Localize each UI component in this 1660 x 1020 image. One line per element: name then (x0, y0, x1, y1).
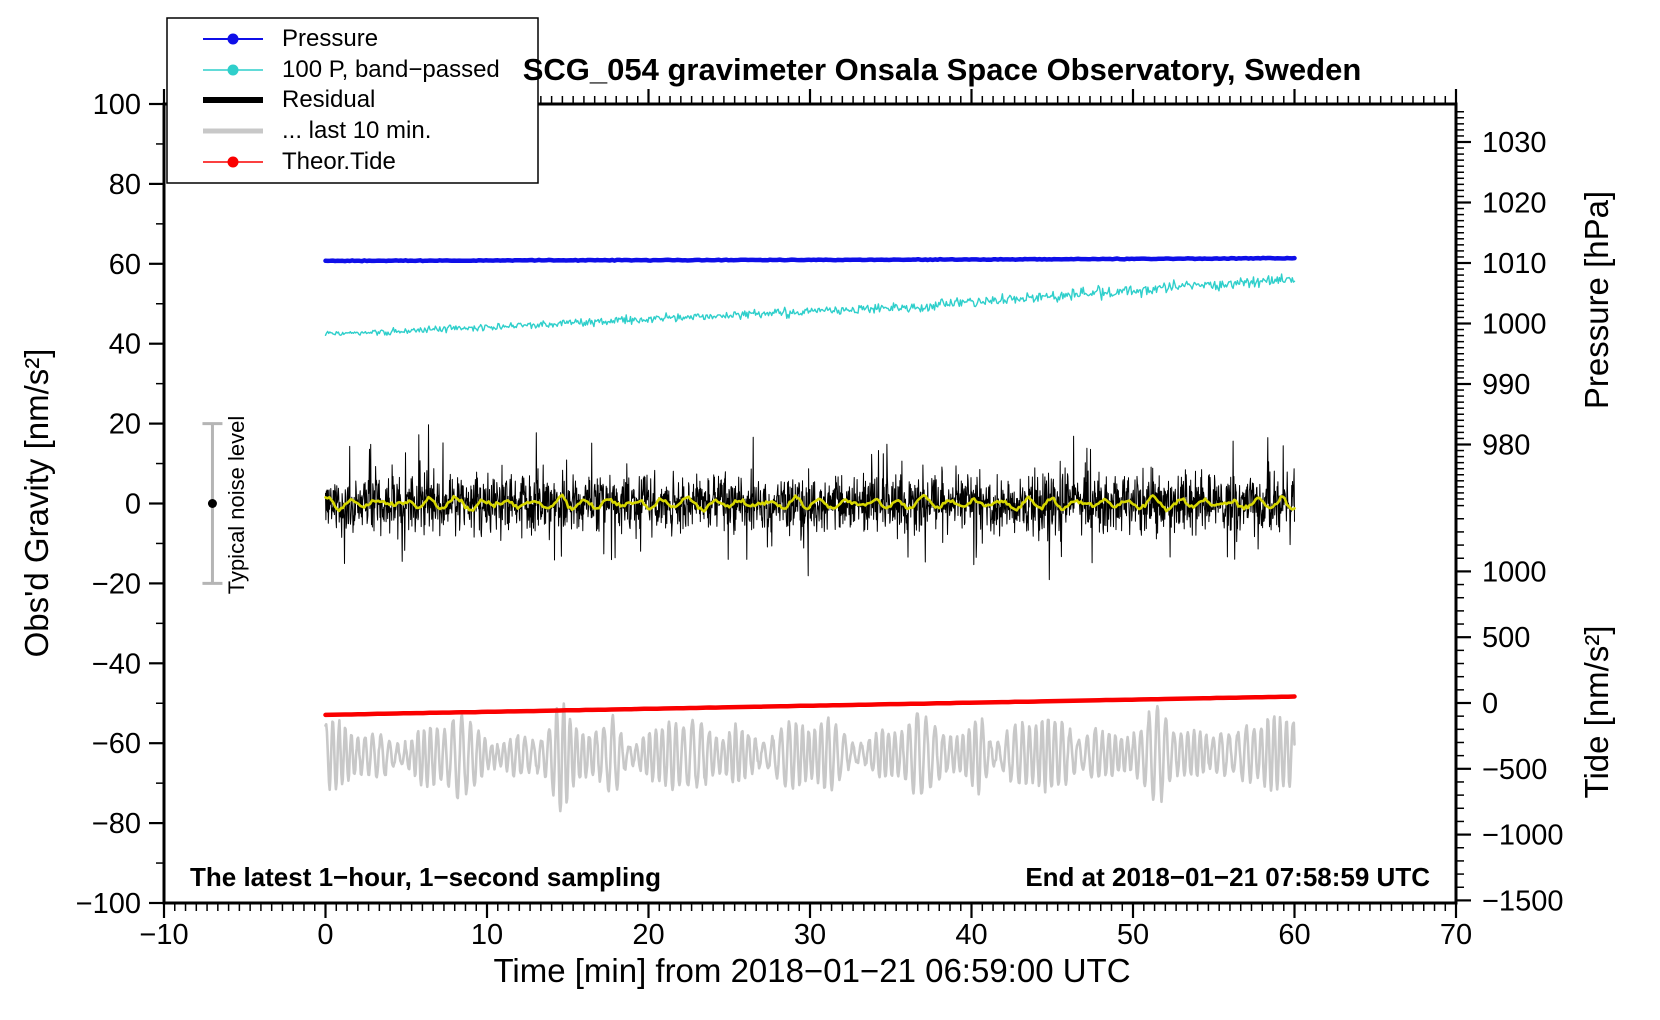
legend-item-last-10-min: ... last 10 min. (282, 117, 432, 144)
y-axis-label-pressure: Pressure [hPa] (1578, 190, 1615, 410)
series-residual (325, 424, 1295, 581)
tide-tick-label: −500 (1482, 754, 1547, 786)
pressure-tick-label: 990 (1482, 369, 1530, 401)
noise-level-errorbar (202, 422, 223, 585)
gravity-tick-label: 0 (125, 489, 141, 521)
pressure-tick-label: 1000 (1482, 309, 1547, 341)
pressure-tick-label: 1030 (1482, 127, 1547, 159)
gravity-tick-label: −60 (92, 728, 141, 760)
y-axis-label-tide: Tide [nm/s²] (1578, 625, 1615, 799)
x-tick-label: 0 (317, 919, 333, 951)
pressure-tick-label: 1010 (1482, 248, 1547, 280)
pressure-tick-label: 980 (1482, 430, 1530, 462)
data-series (323, 255, 1297, 813)
gravity-tick-label: 80 (109, 169, 141, 201)
legend-item-residual: Residual (282, 86, 376, 113)
tide-tick-label: −1500 (1482, 885, 1563, 917)
gravity-tick-label: 100 (93, 89, 141, 121)
tide-tick-label: 0 (1482, 688, 1498, 720)
legend-item-band-passed: 100 P, band−passed (282, 56, 500, 83)
gravity-tick-label: −40 (92, 648, 141, 680)
x-axis-label: Time [min] from 2018−01−21 06:59:00 UTC (493, 952, 1131, 989)
tide-tick-label: 1000 (1482, 556, 1547, 588)
tide-tick-label: −1000 (1482, 820, 1563, 852)
y-axis-label-gravity: Obs'd Gravity [nm/s²] (18, 348, 55, 658)
x-tick-label: 40 (955, 919, 987, 951)
gravity-tick-label: 60 (109, 249, 141, 281)
gravity-tick-label: −20 (92, 568, 141, 600)
x-tick-label: −10 (139, 919, 188, 951)
x-tick-label: 30 (794, 919, 826, 951)
page-title: SCG_054 gravimeter Onsala Space Observat… (522, 52, 1362, 87)
sampling-note: The latest 1−hour, 1−second sampling (190, 862, 662, 892)
series-pressure (323, 255, 1297, 264)
series-100-p-band-passed (324, 273, 1296, 336)
legend-sample-marker (227, 64, 239, 76)
x-tick-label: 50 (1117, 919, 1149, 951)
axis-tick-labels: −10 0 10 20 30 40 50 60 70−100−80−60−40−20020406… (76, 89, 1564, 951)
x-tick-label: 10 (471, 919, 503, 951)
noise-level-dot (207, 499, 217, 508)
legend-sample-marker (227, 156, 239, 168)
gravity-tick-label: −80 (92, 808, 141, 840)
series-residual-smoothed (324, 493, 1296, 513)
legend (166, 17, 539, 184)
x-tick-label: 70 (1440, 919, 1472, 951)
gravity-tick-label: 20 (109, 409, 141, 441)
noise-bar-label: Typical noise level (224, 415, 249, 595)
x-tick-label: 60 (1278, 919, 1310, 951)
legend-item-theor-tide: Theor.Tide (282, 148, 396, 175)
gravity-tick-label: −100 (76, 888, 141, 920)
end-time-note: End at 2018−01−21 07:58:59 UTC (1025, 862, 1430, 892)
x-tick-label: 20 (632, 919, 664, 951)
legend-sample-marker (227, 33, 239, 45)
legend-item-pressure: Pressure (282, 25, 379, 52)
tide-tick-label: 500 (1482, 622, 1530, 654)
gravity-tick-label: 40 (109, 329, 141, 361)
series-theor-tide (323, 694, 1297, 718)
series--last-10-min- (324, 702, 1296, 813)
pressure-tick-label: 1020 (1482, 188, 1547, 220)
